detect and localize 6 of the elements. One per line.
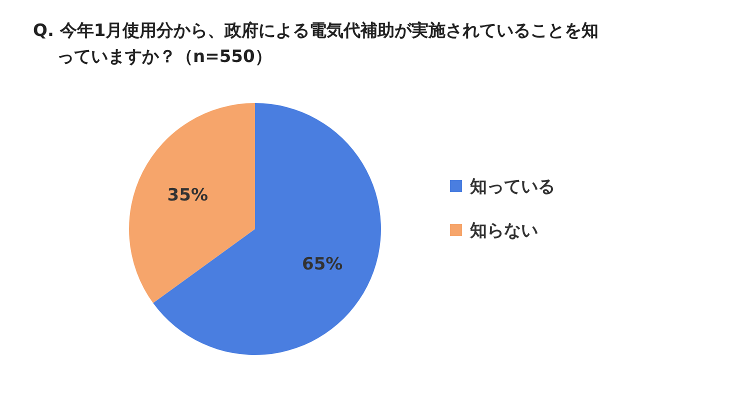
data-label: 35% (167, 186, 208, 206)
legend-label: 知っている (469, 177, 555, 197)
data-label: 65% (302, 254, 343, 274)
legend-label: 知らない (469, 221, 538, 241)
pie: 65% 35% (129, 103, 381, 355)
chart-title: Q. 今年1月使用分から、政府による電気代補助が実施されていることを知っていますか？（n=550） (33, 20, 600, 69)
